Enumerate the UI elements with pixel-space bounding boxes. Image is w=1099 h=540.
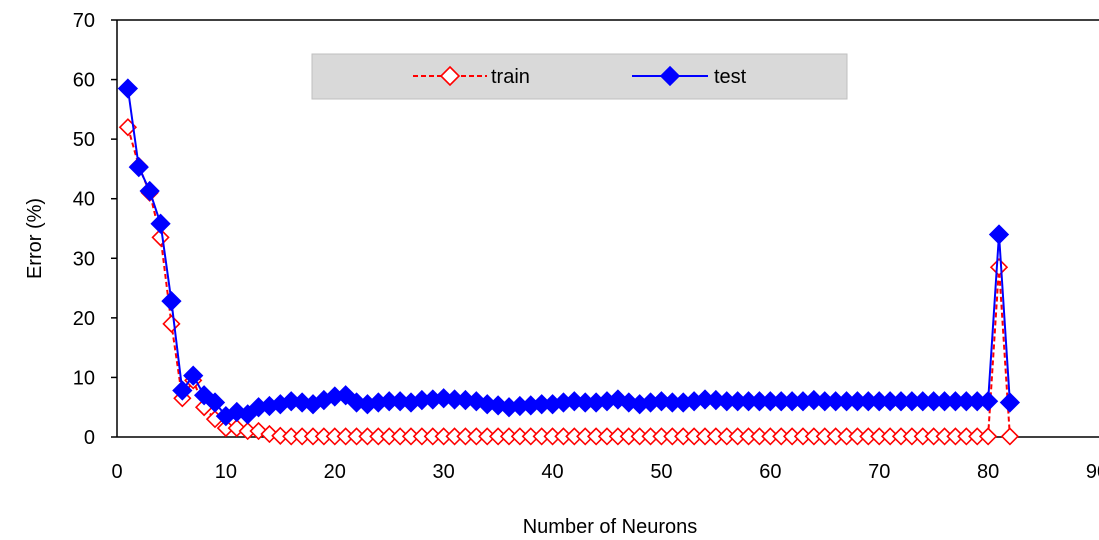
plot-area [117,78,1021,446]
x-tick-label: 90 [1086,461,1099,483]
data-point-test [172,380,193,401]
data-point-train [989,258,1009,277]
legend-marker [439,65,461,87]
y-tick-label: 50 [73,129,95,151]
legend-marker [659,65,681,87]
x-tick-label: 40 [541,461,563,483]
y-tick-label: 60 [73,70,95,92]
x-tick-label: 30 [433,461,455,483]
y-tick-label: 70 [73,10,95,32]
data-point-test [607,389,629,410]
y-tick-label: 20 [73,308,95,330]
legend-entry-test: test [632,65,747,88]
data-point-test [161,291,182,312]
x-tick-label: 80 [977,461,999,483]
legend-entry-train: train [413,65,530,88]
data-point-test [988,224,1010,245]
x-tick-label: 20 [324,461,346,483]
data-point-train [151,228,170,247]
legend-label: train [491,66,530,88]
series-test [117,78,1021,427]
data-point-test [139,180,160,202]
data-point-test [226,401,247,423]
x-axis-title: Number of Neurons [523,516,698,538]
data-point-train [978,427,998,446]
legend-box [311,53,848,100]
data-point-train [249,421,268,441]
y-tick-label: 0 [84,427,95,449]
y-tick-label: 10 [73,367,95,389]
data-point-train [1000,427,1020,446]
x-tick-label: 10 [215,461,237,483]
legend-label: test [714,66,747,88]
data-point-test [999,392,1021,413]
data-point-test [977,391,999,412]
legend: train test [311,53,848,100]
series-line-train [126,126,1011,438]
x-tick-label: 70 [868,461,890,483]
data-point-test [117,78,139,99]
data-point-test [128,157,149,178]
series-line-test [126,88,1011,418]
x-tick-label: 0 [111,461,122,483]
y-axis-title: Error (%) [24,198,46,279]
x-tick-label: 50 [650,461,672,483]
data-point-test [150,213,171,234]
data-point-train [162,314,181,333]
data-point-test [335,385,356,406]
data-point-test [204,392,226,413]
legend-items: train test [413,65,747,88]
y-tick-label: 30 [73,248,95,270]
data-point-test [183,365,204,386]
x-tick-label: 60 [759,461,781,483]
tick-labels: 0 10 20 30 40 50 60 70 0 10 20 30 40 50 60 70 80 90 [73,10,1099,483]
y-tick-label: 40 [73,189,95,211]
series-train [118,118,1020,446]
